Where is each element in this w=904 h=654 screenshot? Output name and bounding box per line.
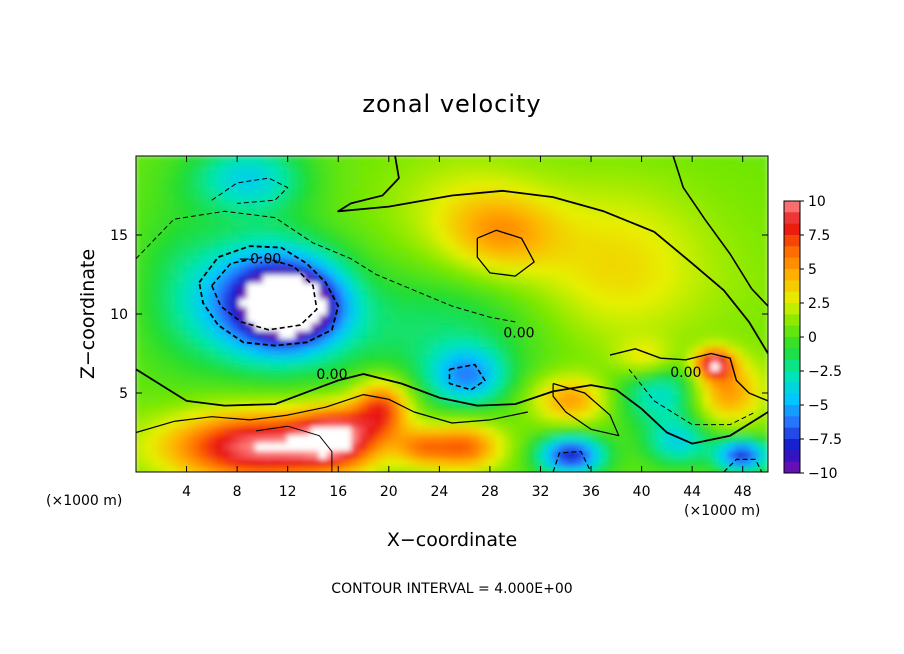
- colorbar-swatch: [784, 223, 800, 236]
- x-tick-label: 28: [481, 484, 499, 500]
- colorbar-swatch: [784, 359, 800, 372]
- colorbar-tick-label: 0: [808, 330, 817, 346]
- colorbar-swatch: [784, 405, 800, 417]
- x-tick-label: 24: [430, 484, 448, 500]
- colorbar-tick-labels: 10 7.5 5 2.5 0 −2.5 −5 −7.5 −10: [800, 194, 842, 482]
- x-tick-label: 12: [279, 484, 297, 500]
- colorbar-tick-label: −5: [808, 398, 829, 414]
- x-tick-label: 8: [233, 484, 242, 500]
- contour-lines: [136, 156, 768, 472]
- x-unit-left: (×1000 m): [46, 493, 122, 509]
- colorbar-swatch: [784, 291, 800, 304]
- x-tick-label: 48: [734, 484, 752, 500]
- contour-label: 0.00: [670, 365, 701, 381]
- x-tick-label: 20: [380, 484, 398, 500]
- contour-label: 0.00: [503, 326, 534, 342]
- colorbar-tick-label: 7.5: [808, 228, 830, 244]
- colorbar-tick-label: 10: [808, 194, 826, 210]
- x-tick-label: 4: [182, 484, 191, 500]
- y-axis-ticks: 5 10 15: [110, 228, 768, 402]
- colorbar-tick-label: −7.5: [808, 432, 842, 448]
- y-tick-label: 10: [110, 307, 128, 323]
- colorbar-tick-label: 2.5: [808, 296, 830, 312]
- contour-line: [256, 425, 333, 472]
- contour-line: [609, 348, 768, 402]
- colorbar-swatch: [784, 450, 800, 463]
- y-axis-label: Z−coordinate: [77, 249, 99, 379]
- colorbar-swatch: [784, 348, 800, 361]
- colorbar-swatch: [784, 246, 800, 259]
- contour-line: [628, 368, 756, 426]
- x-tick-label: 32: [532, 484, 550, 500]
- colorbar-swatch: [784, 427, 800, 440]
- colorbar-swatch: [784, 269, 800, 281]
- contour-line: [198, 245, 340, 347]
- y-tick-label: 5: [119, 386, 128, 402]
- contour-line: [552, 450, 592, 472]
- contour-line: [211, 256, 318, 331]
- contour-line: [211, 177, 289, 204]
- colorbar-swatch: [784, 212, 800, 225]
- x-tick-label: 44: [683, 484, 701, 500]
- colorbar-swatch: [784, 257, 800, 270]
- colorbar-swatch: [784, 235, 800, 247]
- x-tick-label: 16: [329, 484, 347, 500]
- colorbar-tick-label: −2.5: [808, 364, 842, 380]
- colorbar-swatch: [784, 337, 800, 349]
- colorbar-swatch: [784, 393, 800, 406]
- contour-line: [723, 458, 763, 472]
- contour-line: [136, 210, 516, 323]
- contour-label: 0.00: [316, 367, 347, 383]
- colorbar-swatch: [784, 461, 800, 474]
- contour-line: [136, 368, 768, 445]
- contour-line: [136, 394, 528, 434]
- colorbar-tick-label: −10: [808, 466, 838, 482]
- velocity-field: [136, 156, 768, 472]
- plot-area: [136, 156, 768, 472]
- contour-line: [476, 229, 535, 277]
- colorbar-swatch: [784, 439, 800, 451]
- colorbar-swatch: [784, 303, 800, 315]
- colorbar-swatch: [784, 416, 800, 429]
- colorbar-swatch: [784, 314, 800, 327]
- contour-line: [448, 363, 486, 391]
- colorbar-swatch: [784, 280, 800, 293]
- x-tick-label: 40: [633, 484, 651, 500]
- contour-interval-note: CONTOUR INTERVAL = 4.000E+00: [331, 581, 572, 597]
- contour-line: [672, 156, 768, 307]
- x-axis-label: X−coordinate: [387, 529, 517, 551]
- colorbar-swatch: [784, 201, 800, 213]
- contour-line: [552, 382, 620, 437]
- colorbar-tick-label: 5: [808, 262, 817, 278]
- chart-title: zonal velocity: [362, 90, 541, 118]
- colorbar-swatch: [784, 371, 800, 383]
- x-unit-right: (×1000 m): [684, 503, 760, 519]
- y-tick-label: 15: [110, 228, 128, 244]
- x-tick-label: 36: [582, 484, 600, 500]
- contour-labels: −0.00 0.00 0.00 0.00: [238, 251, 701, 382]
- contour-label: −0.00: [238, 251, 281, 267]
- contour-line: [337, 156, 768, 354]
- colorbar: [783, 200, 801, 474]
- colorbar-swatch: [784, 382, 800, 395]
- colorbar-swatch: [784, 325, 800, 338]
- x-axis-ticks: 4 8 12 16 20 24 28 32 36 40 44 48: [182, 156, 752, 500]
